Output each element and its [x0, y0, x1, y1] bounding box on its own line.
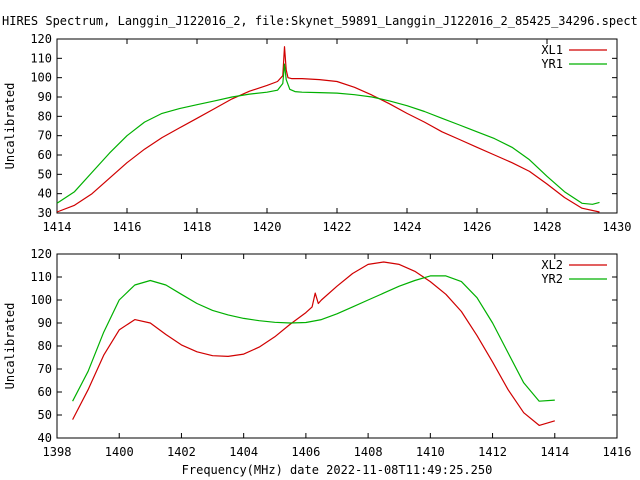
chart-panel-1: 1414 1416 1418 1420 1422 1424 1426 1428 1430 30 40… [3, 32, 631, 234]
y-tick-label: 90 [38, 316, 52, 330]
x-tick-label: 1406 [291, 445, 320, 459]
y-tick-label: 80 [38, 109, 52, 123]
series-line-yr2 [72, 275, 555, 402]
y-tick-label: 100 [30, 293, 52, 307]
y-tick-label: 70 [38, 129, 52, 143]
x-tick-label: 1404 [229, 445, 258, 459]
x-tick-label: 1414 [43, 220, 72, 234]
y-tick-label: 40 [38, 431, 52, 445]
y-tick-label: 110 [30, 270, 52, 284]
chart-panels: 1414 1416 1418 1420 1422 1424 1426 1428 1430 30 40… [3, 32, 631, 459]
legend-label-xl2: XL2 [541, 258, 563, 272]
x-tick-label: 1416 [603, 445, 632, 459]
y-tick-label: 120 [30, 32, 52, 46]
y-tick-label: 90 [38, 90, 52, 104]
plot-frame [56, 253, 618, 439]
figure-title: HIRES Spectrum, Langgin_J122016_2, file:… [2, 14, 640, 28]
y-tick-label: 70 [38, 362, 52, 376]
x-tick-label: 1410 [416, 445, 445, 459]
chart-panel-2: 1398 1400 1402 1404 1406 1408 1410 1412 1414 1416… [3, 247, 631, 459]
series-line-yr1 [56, 63, 600, 205]
x-tick-label: 1400 [105, 445, 134, 459]
y-tick-label: 40 [38, 187, 52, 201]
y-tick-label: 100 [30, 71, 52, 85]
x-tick-label: 1418 [183, 220, 212, 234]
series-line-xl2 [72, 261, 555, 426]
x-tick-label: 1408 [354, 445, 383, 459]
x-tick-label: 1416 [113, 220, 142, 234]
y-tick-label: 30 [38, 206, 52, 220]
x-tick-label: 1420 [253, 220, 282, 234]
y-tick-label: 60 [38, 148, 52, 162]
plot-frame [56, 38, 618, 214]
series-line-xl1 [56, 46, 600, 213]
y-tick-label: 110 [30, 51, 52, 65]
y-tick-label: 60 [38, 385, 52, 399]
y-tick-label: 120 [30, 247, 52, 261]
x-tick-label: 1398 [43, 445, 72, 459]
y-tick-label: 50 [38, 167, 52, 181]
x-tick-label: 1430 [603, 220, 632, 234]
x-tick-label: 1414 [540, 445, 569, 459]
x-axis-footer: Frequency(MHz) date 2022-11-08T11:49:25.… [182, 463, 493, 477]
y-axis-label: Uncalibrated [3, 83, 17, 170]
y-tick-label: 80 [38, 339, 52, 353]
legend-label-xl1: XL1 [541, 43, 563, 57]
x-tick-label: 1428 [533, 220, 562, 234]
y-tick-label: 50 [38, 408, 52, 422]
x-tick-label: 1402 [167, 445, 196, 459]
y-axis-label: Uncalibrated [3, 303, 17, 390]
x-tick-label: 1424 [393, 220, 422, 234]
x-tick-label: 1412 [478, 445, 507, 459]
legend-label-yr1: YR1 [541, 57, 563, 71]
x-tick-label: 1426 [463, 220, 492, 234]
x-tick-label: 1422 [323, 220, 352, 234]
legend-label-yr2: YR2 [541, 272, 563, 286]
